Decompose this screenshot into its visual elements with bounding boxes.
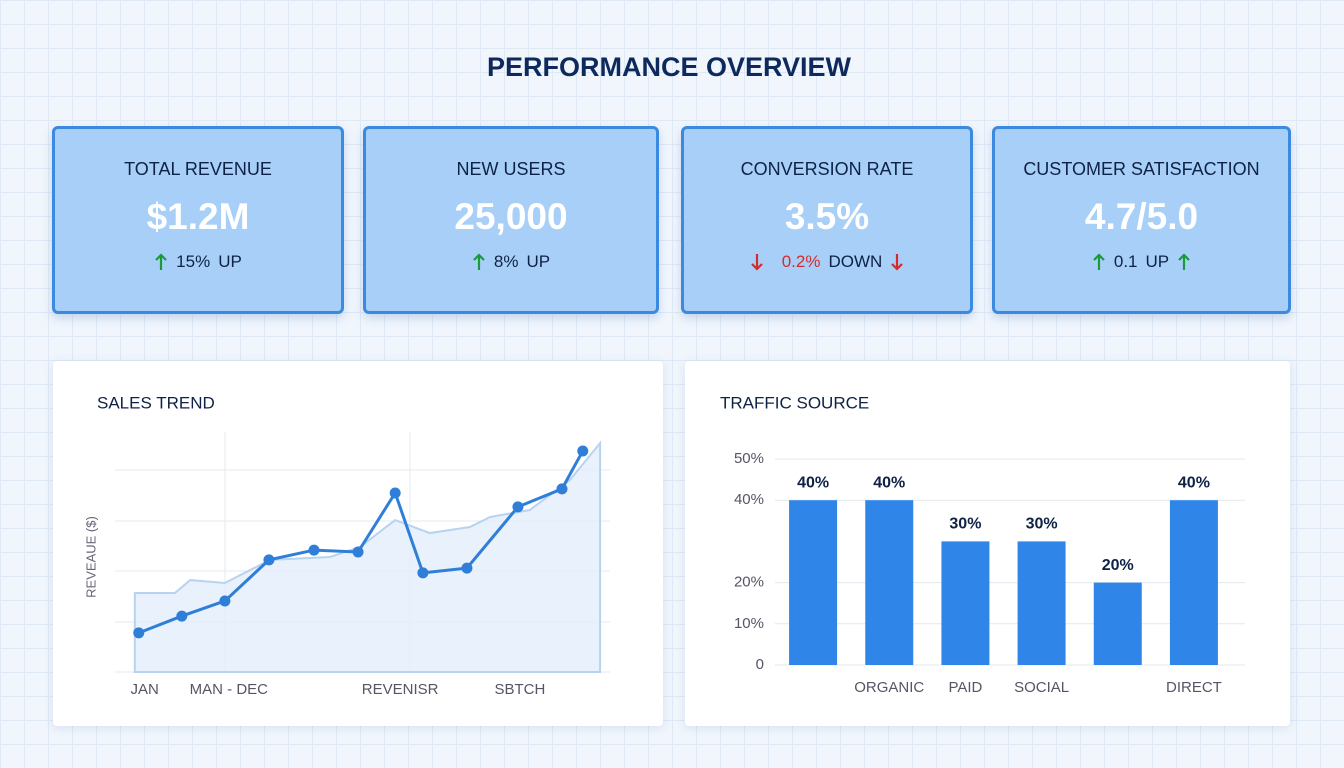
value-label: 20% [1102, 557, 1134, 574]
value-label: 30% [1026, 516, 1058, 533]
chart-title: TRAFFIC SOURCE [720, 393, 869, 412]
point [352, 546, 364, 558]
arrow-down [891, 254, 904, 271]
kpi-change: 15% UP [55, 252, 341, 272]
bar [865, 500, 914, 665]
point [512, 501, 524, 513]
value-label: 40% [1178, 474, 1210, 491]
y-axis-label: REVEAUE ($) [83, 516, 98, 598]
arrow-down [750, 254, 763, 271]
x-tick-label: ORGANIC [854, 679, 924, 696]
bar [1017, 541, 1066, 665]
x-tick-label: PAID [948, 679, 982, 696]
change: 8% [493, 252, 519, 271]
direction: UP [218, 252, 242, 271]
change: 0.2% [781, 252, 821, 271]
kpi-value: $1.2M [146, 196, 250, 237]
kpi-change: 8% UP [366, 252, 656, 272]
y-tick-label: 0 [756, 656, 764, 673]
point [219, 595, 231, 607]
x-tick-label: JAN [131, 681, 159, 698]
point [308, 544, 320, 556]
arrow-up [473, 253, 485, 270]
bar [789, 500, 838, 665]
arrow-up [1093, 253, 1105, 270]
kpi-title: CONVERSION RATE [740, 159, 914, 179]
bar [1093, 582, 1142, 665]
bar [1169, 500, 1218, 665]
x-tick-label: MAN - DEC [190, 681, 269, 698]
x-tick-label: DIRECT [1166, 679, 1222, 696]
change: 15% [176, 252, 211, 271]
chart-title: SALES TREND [97, 393, 215, 412]
value-label: 40% [873, 474, 905, 491]
kpi-change: 0.1 UP [995, 252, 1288, 272]
change: 0.1 [1113, 252, 1138, 271]
line [138, 450, 585, 635]
point [556, 483, 568, 495]
kpi-title: NEW USERS [456, 159, 566, 179]
value-label: 30% [949, 516, 981, 533]
kpi-value: 4.7/5.0 [1084, 196, 1199, 237]
point [176, 610, 188, 622]
point [461, 562, 473, 574]
kpi-card: TOTAL REVENUE $1.2M 15% UP [52, 126, 344, 314]
point [417, 567, 429, 579]
kpi-change: 0.2% DOWN [684, 252, 970, 272]
arrow-up [155, 253, 167, 270]
point [133, 627, 145, 639]
y-tick-label: 40% [734, 491, 764, 508]
direction: UP [1145, 252, 1170, 271]
bar [941, 541, 990, 665]
kpi-card: NEW USERS 25,000 8% UP [363, 126, 659, 314]
value-label: 40% [797, 474, 829, 491]
kpi-title: TOTAL REVENUE [124, 159, 272, 179]
kpi-value: 25,000 [454, 196, 568, 237]
x-tick-label: REVENISR [362, 681, 439, 698]
point [577, 445, 589, 457]
kpi-card: CUSTOMER SATISFACTION 4.7/5.0 0.1 UP [992, 126, 1291, 314]
direction: UP [526, 252, 551, 271]
x-tick-label: SOCIAL [1014, 679, 1069, 696]
arrow-up [1178, 253, 1190, 270]
kpi-value: 3.5% [784, 196, 870, 237]
kpi-title: CUSTOMER SATISFACTION [1023, 159, 1260, 179]
x-tick-label: SBTCH [494, 681, 545, 698]
point [389, 487, 401, 499]
area [133, 440, 602, 673]
y-tick-label: 50% [734, 450, 764, 467]
y-tick-label: 10% [734, 615, 764, 632]
page-title: PERFORMANCE OVERVIEW [486, 52, 852, 82]
direction: DOWN [828, 252, 883, 271]
y-tick-label: 20% [734, 574, 764, 591]
point [263, 554, 275, 566]
kpi-card: CONVERSION RATE 3.5% 0.2% DOWN [681, 126, 973, 314]
